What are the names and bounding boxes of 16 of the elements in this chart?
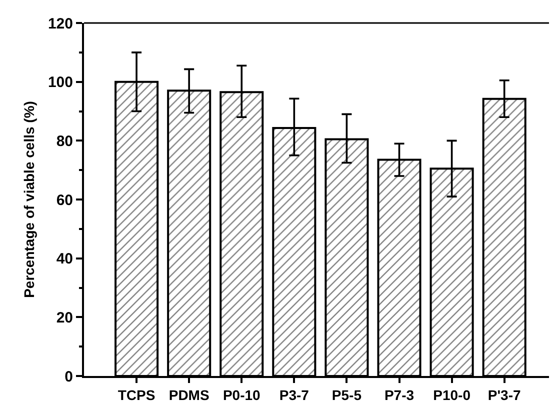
x-tick-label: P0-10 — [222, 386, 261, 403]
x-tick-label: TCPS — [118, 386, 156, 403]
x-tick-label: P'3-7 — [488, 386, 521, 403]
y-tick-label: 0 — [64, 368, 73, 386]
y-tick-label: 20 — [56, 309, 73, 326]
x-tick-label: PDMS — [168, 386, 210, 403]
x-tick-label: P10-0 — [433, 386, 471, 403]
y-tick-label: 60 — [56, 192, 73, 209]
y-tick-label: 80 — [56, 132, 73, 150]
y-tick-label: 100 — [48, 74, 73, 92]
x-tick-label: P7-3 — [384, 386, 414, 403]
y-axis-title: Percentage of viable cells (%) — [21, 101, 38, 298]
x-tick-label: P3-7 — [279, 386, 310, 403]
y-tick-label: 40 — [56, 250, 73, 268]
x-tick-label: P5-5 — [332, 386, 362, 403]
y-tick-label: 120 — [48, 15, 73, 32]
